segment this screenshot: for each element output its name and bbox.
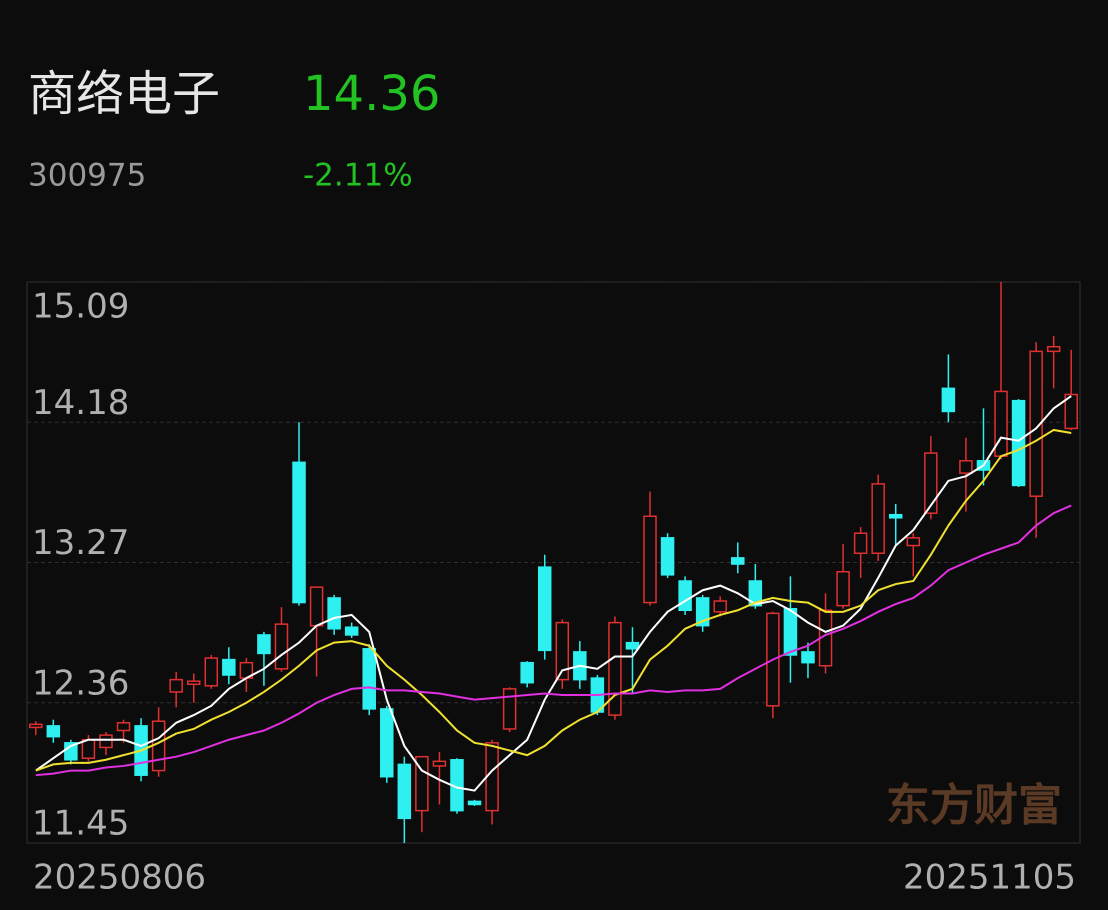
candle-body (555, 621, 570, 681)
stock-name: 商络电子 (28, 66, 220, 122)
candle-body (678, 580, 692, 612)
candle-body (994, 390, 1008, 457)
watermark: 东方财富 (886, 780, 1062, 831)
candle-body (432, 760, 447, 767)
candle-body (1029, 350, 1043, 497)
candle-body (169, 678, 183, 693)
candle-body (186, 680, 201, 686)
candle-body (871, 483, 885, 555)
candle-body (274, 623, 289, 670)
candle-body (801, 651, 815, 664)
candle-body (257, 634, 271, 655)
candle-body (695, 597, 710, 627)
candle-body (660, 537, 675, 576)
candle-body (924, 452, 938, 514)
candle-body (151, 720, 166, 772)
candle-body (116, 722, 131, 732)
candle-body (1011, 399, 1026, 487)
stock-price: 14.36 (303, 66, 440, 122)
candle-body (608, 621, 622, 716)
moving-average (35, 428, 1072, 772)
y-tick-label: 15.09 (32, 287, 129, 327)
candle-body (783, 607, 798, 656)
candle-body (888, 513, 903, 519)
candle-body (643, 515, 657, 604)
candle-body (380, 708, 394, 778)
stock-change: -2.11% (303, 158, 413, 194)
candle-body (1046, 345, 1061, 353)
y-tick-label: 13.27 (32, 523, 129, 563)
candle-body (204, 657, 219, 687)
candle-body (1064, 393, 1078, 430)
candle-body (520, 661, 534, 684)
candle-body (748, 580, 763, 607)
candle-body (906, 537, 921, 547)
candle-body (537, 566, 552, 652)
candle-body (625, 641, 640, 650)
candle-body (99, 734, 113, 749)
candle-body (29, 723, 43, 729)
candle-body (81, 738, 96, 759)
candle-body (415, 755, 429, 812)
y-tick-label: 12.36 (32, 663, 129, 703)
candle-body (467, 800, 482, 806)
moving-average (35, 504, 1072, 777)
y-tick-label: 14.18 (32, 383, 129, 423)
candle-body (959, 460, 973, 474)
candle-body (309, 586, 324, 627)
candle-body (292, 461, 306, 604)
candle-body (327, 597, 341, 630)
candle-body (397, 763, 412, 820)
candle-body (853, 532, 868, 555)
stock-code: 300975 (28, 158, 146, 194)
candle-body (362, 648, 376, 710)
x-tick-label: 20250806 (33, 858, 206, 898)
candle-body (836, 570, 850, 607)
moving-average (35, 395, 1072, 792)
candle-body (46, 725, 61, 738)
y-tick-label: 11.45 (32, 804, 129, 844)
candle-body (713, 600, 727, 613)
candle-body (502, 688, 517, 730)
candle-body (344, 626, 359, 636)
candle-body (941, 387, 956, 413)
candle-body (731, 557, 745, 565)
x-tick-label: 20251105 (903, 858, 1076, 898)
candle-body (222, 658, 236, 676)
